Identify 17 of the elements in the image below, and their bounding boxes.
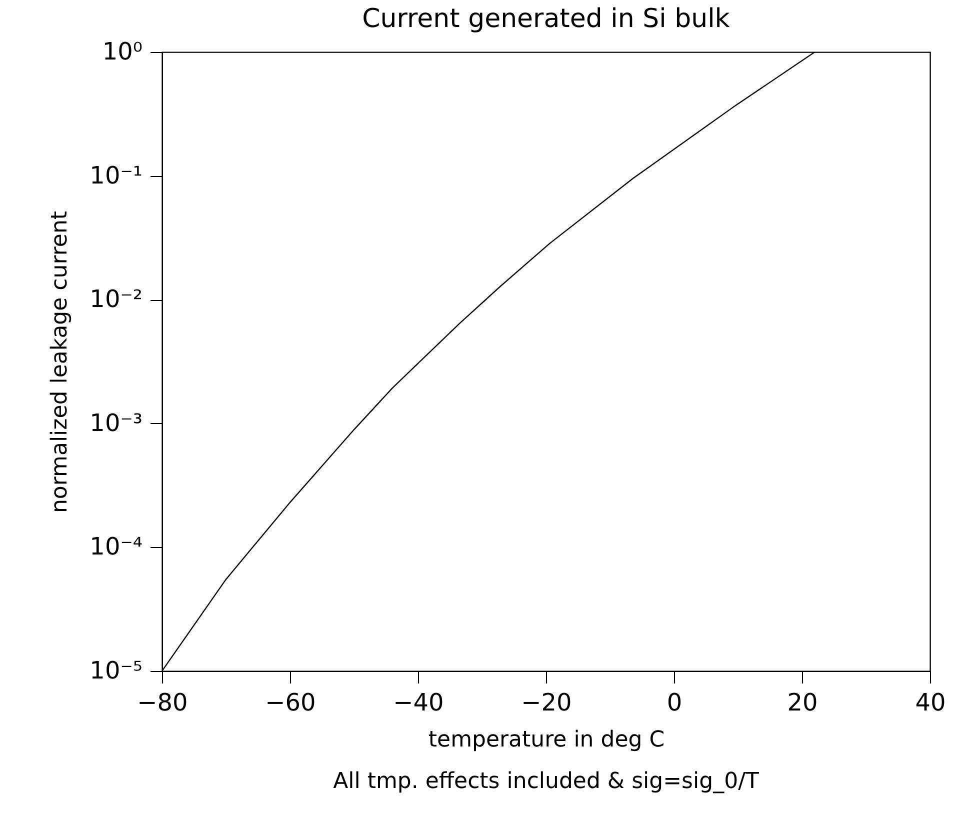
x-tick-label: −60 [265, 688, 316, 716]
y-tick-label: 10⁻⁵ [90, 656, 142, 684]
y-tick-label: 10⁰ [102, 38, 142, 66]
x-tick-label: −40 [393, 688, 444, 716]
y-axis-title: normalized leakage current [48, 210, 73, 514]
x-tick-label: −80 [137, 688, 188, 716]
text: All tmp. effects included & sig=sig_0/T [333, 769, 760, 794]
y-tick-label: 10⁻¹ [90, 161, 142, 190]
x-axis-title: temperature in deg C [428, 728, 665, 752]
x-tick-label: 20 [787, 688, 818, 716]
y-tick-label: 10⁻² [90, 285, 142, 314]
y-tick-label: 10⁻⁴ [90, 532, 142, 561]
x-tick-label: 0 [666, 688, 682, 716]
chart-title: Current generated in Si bulk [362, 4, 730, 34]
x-tick-label: −20 [521, 688, 572, 716]
x-tick-label: 40 [915, 688, 946, 716]
y-tick-label: 10⁻³ [90, 408, 142, 437]
